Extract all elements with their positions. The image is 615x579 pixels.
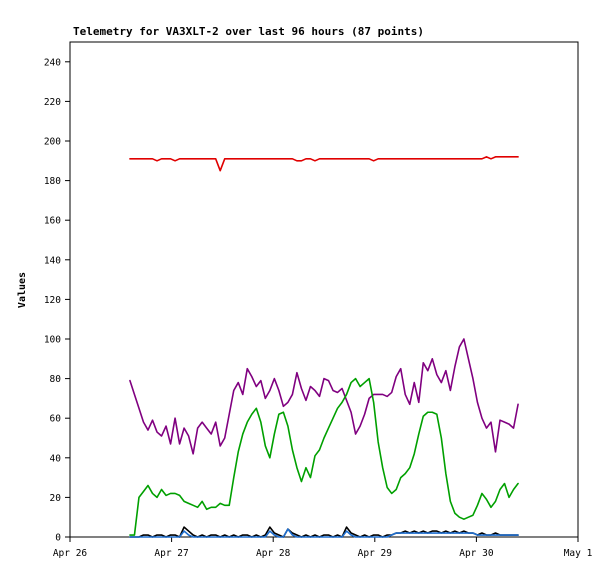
series-line-channel-b <box>129 338 519 455</box>
x-tick-label: Apr 27 <box>154 548 188 559</box>
series-line-channel-c <box>129 377 519 536</box>
plot-frame <box>69 41 579 538</box>
x-tick-label: Apr 29 <box>358 548 393 559</box>
y-tick-label: 200 <box>44 137 61 148</box>
y-tick-label: 60 <box>50 414 62 425</box>
y-tick-label: 100 <box>44 335 61 346</box>
y-tick-label: 20 <box>50 493 62 504</box>
y-axis-ticks: 0 20 40 60 80 100 120 140 160 180 200 220 240 <box>44 57 70 544</box>
y-tick-label: 220 <box>44 97 61 108</box>
y-tick-label: 40 <box>50 453 62 464</box>
y-tick-label: 180 <box>44 176 61 187</box>
x-tick-label: May 1 <box>564 548 593 559</box>
y-tick-label: 160 <box>44 216 61 227</box>
x-tick-label: Apr 28 <box>256 548 291 559</box>
x-tick-label: Apr 26 <box>53 548 88 559</box>
series-line-channel-a <box>129 156 519 172</box>
y-axis-label: Values <box>17 272 28 308</box>
x-tick-label: Apr 30 <box>459 548 494 559</box>
y-tick-label: 240 <box>44 57 61 68</box>
y-tick-label: 120 <box>44 295 61 306</box>
y-tick-label: 0 <box>55 533 61 544</box>
series-line-channel-e <box>129 528 519 538</box>
chart-title: Telemetry for VA3XLT-2 over last 96 hour… <box>73 25 424 38</box>
series-lines <box>129 156 519 538</box>
x-axis-ticks: Apr 26 Apr 27 Apr 28 Apr 29 Apr 30 May 1 <box>53 537 593 559</box>
y-tick-label: 80 <box>50 374 62 385</box>
series-line-channel-d <box>129 526 519 538</box>
y-tick-label: 140 <box>44 255 61 266</box>
